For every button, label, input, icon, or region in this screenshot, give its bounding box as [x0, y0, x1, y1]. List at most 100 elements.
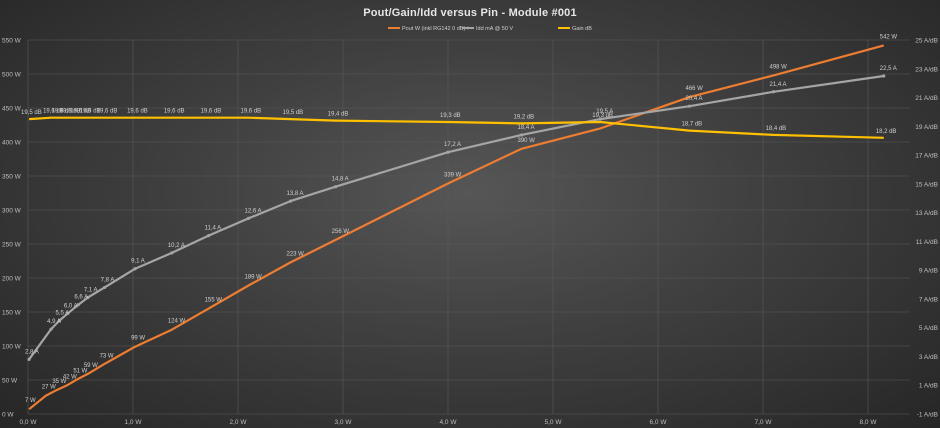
data-label: 7,8 A — [101, 277, 115, 283]
data-label: 59 W — [84, 363, 98, 369]
y-left-tick-label: 450 W — [2, 106, 22, 113]
data-label: 19,6 dB — [97, 109, 118, 115]
data-point — [133, 267, 137, 271]
x-tick-label: 4,0 W — [440, 419, 458, 426]
y-left-tick-label: 0 W — [2, 412, 14, 419]
y-right-tick-label: 11 A/dB — [916, 239, 938, 246]
data-point — [86, 295, 90, 300]
data-point — [687, 104, 692, 108]
data-label: 19,6 dB — [201, 109, 222, 115]
x-tick-label: 8,0 W — [860, 419, 878, 426]
data-label: 12,6 A — [245, 208, 262, 214]
data-point — [66, 311, 70, 315]
y-left-tick-label: 300 W — [2, 208, 22, 215]
series-line — [28, 44, 885, 411]
data-point — [446, 150, 450, 154]
y-right-tick-label: -1 A/dB — [917, 412, 938, 419]
data-label: 223 W — [287, 251, 305, 257]
data-label: 189 W — [245, 274, 263, 280]
legend-marker — [466, 26, 470, 30]
data-label: 10,2 A — [168, 243, 185, 249]
data-label: 18,4 A — [518, 125, 535, 131]
data-label: 6,6 A — [74, 295, 88, 301]
x-tick-label: 1,0 W — [125, 419, 143, 426]
data-label: 19,4 dB — [328, 112, 349, 118]
data-label: 9,1 A — [131, 259, 145, 265]
data-label: 339 W — [444, 172, 462, 178]
y-right-tick-label: 25 A/dB — [915, 38, 938, 45]
data-label: 19,6 dB — [241, 109, 262, 115]
data-point — [49, 327, 53, 331]
legend-label: Idd mA @ 50 V — [476, 26, 513, 32]
x-tick-label: 3,0 W — [335, 419, 353, 426]
x-tick-label: 7,0 W — [755, 419, 773, 426]
y-left-tick-label: 250 W — [2, 242, 22, 249]
data-label: 6,0 A — [64, 303, 78, 309]
data-label: 13,8 A — [287, 191, 304, 197]
data-point — [57, 318, 62, 323]
data-label: 19,6 dB — [80, 109, 101, 115]
y-left-tick-label: 50 W — [2, 378, 18, 385]
data-label: 390 W — [518, 138, 536, 144]
data-label: 20,4 A — [686, 96, 703, 102]
data-label: 18,4 dB — [766, 126, 787, 132]
data-label: 19,6 dB — [127, 109, 148, 115]
data-label: 155 W — [205, 298, 223, 304]
data-point — [207, 234, 211, 238]
data-label: 27 W — [42, 385, 56, 391]
data-label: 22,5 A — [880, 66, 897, 72]
data-label: 7 W — [25, 398, 36, 404]
y-left-tick-label: 350 W — [2, 174, 22, 181]
y-left-tick-label: 500 W — [2, 72, 22, 79]
y-left-tick-label: 100 W — [2, 344, 22, 351]
data-label: 19,6 dB — [70, 109, 91, 115]
chart-title: Pout/Gain/Idd versus Pin - Module #001 — [363, 7, 577, 19]
data-label: 7,1 A — [84, 287, 98, 293]
y-right-tick-label: 15 A/dB — [915, 181, 938, 188]
x-tick-label: 6,0 W — [650, 419, 668, 426]
series-line — [29, 116, 884, 139]
legend: Pout W (inkl RG142 0 dB) Idd mA @ 50 V Gai… — [388, 26, 592, 32]
x-tick-label: 2,0 W — [230, 419, 248, 426]
data-label: 19,6 dB — [60, 109, 81, 115]
y-right-tick-label: 1 A/dB — [919, 383, 938, 390]
data-point — [170, 251, 174, 255]
y-left-tick-label: 150 W — [2, 310, 22, 317]
data-point — [76, 303, 80, 307]
y-right-tick-label: 23 A/dB — [915, 66, 938, 73]
data-label: 19,5 dB — [21, 110, 42, 116]
data-label: 35 W — [52, 379, 66, 385]
legend-label: Pout W (inkl RG142 0 dB) — [402, 26, 465, 32]
data-point — [598, 117, 602, 121]
y-right-tick-label: 7 A/dB — [919, 296, 938, 303]
data-label: 498 W — [770, 64, 788, 70]
data-point — [334, 185, 338, 189]
y-left-tick-label: 550 W — [2, 38, 22, 45]
data-label: 11,4 A — [205, 226, 222, 232]
data-label: 17,2 A — [444, 142, 461, 148]
data-label: 4,9 A — [47, 319, 61, 325]
data-label: 19,6 dB — [43, 109, 64, 115]
y-left-tick-label: 200 W — [2, 276, 22, 283]
y-right-tick-label: 5 A/dB — [919, 325, 938, 332]
data-label: 42 W — [63, 374, 77, 380]
data-label: 19,2 dB — [514, 114, 535, 120]
y-left-tick-label: 400 W — [2, 140, 22, 147]
data-label: 19,6 dB — [164, 109, 185, 115]
data-label: 18,7 dB — [682, 122, 703, 128]
data-point — [882, 74, 886, 78]
data-label: 466 W — [686, 86, 704, 92]
y-right-tick-label: 3 A/dB — [919, 354, 938, 361]
data-point — [288, 199, 293, 203]
data-point — [246, 216, 251, 220]
y-right-tick-label: 21 A/dB — [915, 95, 938, 102]
data-label: 2,8 A — [25, 349, 39, 355]
series — [27, 44, 886, 411]
data-label: 124 W — [168, 319, 186, 325]
legend-label: Gain dB — [572, 26, 592, 32]
data-label: 19,6 dB — [52, 109, 73, 115]
data-labels: 7 W 27 W35 W42 W51 W59 W73 W 99 W 124 W 155 … — [21, 34, 897, 404]
axes: 0 W 50 W 100 W 150 W 200 W 250 W 300 W 350 W 400… — [2, 38, 938, 427]
data-label: 51 W — [73, 368, 87, 374]
